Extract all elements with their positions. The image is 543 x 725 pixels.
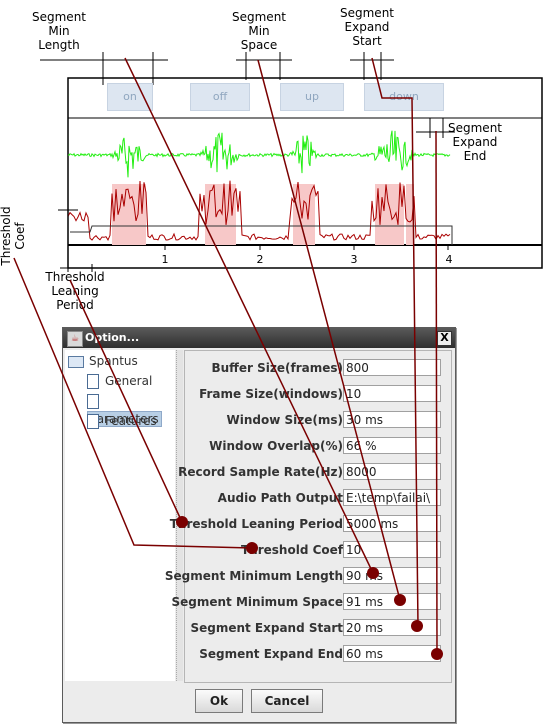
option-dialog: ☕ Option... X Spantus General Parameters… [62, 327, 456, 723]
segment-label-up: up [280, 83, 344, 111]
param-input[interactable]: 5000 ms [343, 515, 441, 532]
tick-label-2: 2 [257, 253, 264, 266]
signal-plot: 1 2 3 4 [40, 52, 543, 272]
param-label: Segment Minimum Space [171, 595, 344, 609]
param-input[interactable]: 60 ms [343, 645, 441, 662]
annotation-segment-expand-end: Segment Expand End [448, 121, 502, 163]
param-input[interactable]: 20 ms [343, 619, 441, 636]
annotation-segment-min-space: Segment Min Space [232, 10, 286, 52]
segment-highlight-bar [205, 184, 217, 245]
segment-label-on: on [107, 83, 153, 111]
param-input[interactable]: 10 [343, 541, 441, 558]
threshold-line [70, 225, 453, 245]
segment-label-off: off [190, 83, 250, 111]
param-input[interactable]: 30 ms [343, 411, 441, 428]
options-tree: Spantus General Parameters Features [65, 350, 175, 681]
param-label: Window Overlap(%) [209, 439, 343, 453]
close-button[interactable]: X [437, 331, 452, 346]
tree-item-features[interactable]: Features [87, 412, 159, 430]
param-label: Threshold Coef [240, 543, 343, 557]
parameters-panel: Buffer Size(frames) 800 Frame Size(windows… [165, 350, 452, 683]
java-app-icon: ☕ [67, 331, 83, 347]
tick-label-3: 3 [351, 253, 358, 266]
param-label: Window Size(ms) [226, 413, 343, 427]
param-label: Segment Minimum Length [164, 569, 343, 583]
param-label: Frame Size(windows) [199, 387, 343, 401]
document-icon [87, 414, 99, 429]
param-input[interactable]: 10 [343, 385, 441, 402]
dialog-titlebar[interactable]: ☕ Option... X [63, 328, 455, 348]
document-icon [87, 394, 99, 409]
param-label: Record Sample Rate(Hz) [178, 465, 343, 479]
param-label: Buffer Size(frames) [211, 361, 343, 375]
param-label: Segment Expand Start [190, 621, 343, 635]
param-label: Threshold Leaning Period [169, 517, 343, 531]
tree-root-spantus[interactable]: Spantus [68, 352, 140, 370]
tick-label-1: 1 [162, 253, 169, 266]
annotation-segment-min-length: Segment Min Length [32, 10, 86, 52]
segment-highlights [112, 184, 414, 245]
param-input[interactable]: 800 [343, 359, 441, 376]
folder-icon [68, 355, 84, 368]
segment-label-down: down [364, 83, 444, 111]
waveform-line [67, 130, 451, 178]
param-input[interactable]: E:\temp\failai\ [343, 489, 441, 506]
tree-item-parameters[interactable]: Parameters [87, 392, 175, 427]
param-label: Segment Expand End [199, 647, 343, 661]
param-input[interactable]: 91 ms [343, 593, 441, 610]
document-icon [87, 374, 99, 389]
param-input[interactable]: 90 ms [343, 567, 441, 584]
annotation-segment-expand-start: Segment Expand Start [340, 6, 394, 48]
tree-item-general[interactable]: General [87, 372, 154, 390]
param-input[interactable]: 8000 [343, 463, 441, 480]
dialog-title: Option... [85, 331, 140, 344]
param-input[interactable]: 66 % [343, 437, 441, 454]
tick-label-4: 4 [446, 253, 453, 266]
ok-button[interactable]: Ok [195, 689, 243, 713]
segment-highlight-bar [293, 184, 307, 245]
cancel-button[interactable]: Cancel [251, 689, 323, 713]
segment-highlight-bar [305, 184, 315, 245]
param-label: Audio Path Output [217, 491, 343, 505]
segmentation-diagram: Segment Min Length Segment Min Space Seg… [0, 0, 543, 330]
